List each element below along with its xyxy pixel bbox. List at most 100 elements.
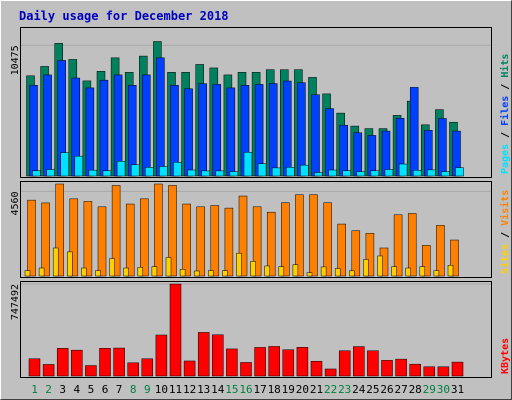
kbytes-bars: 747492 KBytes — [10, 283, 511, 377]
pages-bar — [201, 170, 210, 177]
kbytes-bar — [451, 361, 464, 377]
files-bar — [353, 132, 363, 177]
day-label: 21 — [310, 383, 323, 396]
visits-bar — [281, 202, 290, 277]
kbytes-bar — [71, 349, 83, 377]
kbytes-bar — [226, 348, 238, 377]
day-label: 9 — [144, 383, 151, 396]
visits-bar — [224, 207, 234, 277]
sites-bar — [81, 267, 87, 277]
sites-bar — [433, 270, 440, 277]
pages-bar — [314, 172, 323, 177]
day-label: 3 — [59, 383, 66, 396]
pages-bar — [286, 167, 295, 177]
visits-bar — [365, 233, 375, 277]
sites-bar — [165, 257, 172, 277]
hits-files-pages-bars: 10475 Pages / Files / Hits — [10, 41, 511, 177]
day-label: 22 — [324, 383, 337, 396]
visits-bar — [252, 206, 262, 277]
pages-bar — [102, 170, 112, 177]
files-bar — [297, 82, 306, 177]
files-bar — [409, 87, 419, 177]
visits-bar — [422, 245, 431, 277]
kbytes-bar — [240, 362, 252, 377]
sites-bar — [278, 266, 285, 277]
day-label: 29 — [423, 383, 436, 396]
visits-bar — [97, 206, 107, 277]
kbytes-bar — [212, 334, 224, 377]
files-bar — [127, 85, 137, 177]
kbytes-bar — [197, 332, 210, 377]
pages-bar — [215, 170, 225, 177]
pages-bar — [412, 170, 422, 177]
sites-bar — [377, 255, 383, 277]
day-label: 6 — [102, 383, 109, 396]
kbytes-bar — [423, 366, 436, 377]
visits-bar — [393, 214, 403, 277]
day-label: 23 — [338, 383, 351, 396]
visits-bar — [111, 185, 121, 277]
sites-bar — [137, 267, 144, 277]
files-bar — [325, 108, 334, 177]
sites-bar — [38, 267, 45, 277]
pages-bar — [130, 164, 140, 177]
legend-files: Files — [499, 96, 511, 126]
visits-bar — [83, 201, 93, 277]
sites-bar — [151, 266, 158, 277]
files-bar — [424, 130, 433, 177]
kbytes-bar — [183, 360, 196, 377]
kbytes-bar — [282, 349, 295, 377]
files-bar — [142, 74, 151, 177]
kbytes-legend: KBytes — [500, 338, 511, 374]
kbytes-bar — [85, 365, 97, 377]
kbytes-bar — [254, 347, 266, 377]
sites-bar — [363, 259, 369, 277]
files-bar — [198, 83, 207, 177]
sites-bar — [292, 264, 299, 277]
visits-bar — [351, 230, 361, 277]
day-label: 30 — [437, 383, 450, 396]
legend--: / — [500, 226, 511, 244]
visits-bar — [125, 203, 135, 277]
files-bar — [367, 135, 377, 177]
kbytes-bar — [324, 368, 337, 377]
sites-bar — [109, 258, 115, 277]
sites-bar — [95, 270, 101, 277]
kbytes-bar — [99, 348, 111, 377]
sites-bar — [391, 266, 397, 277]
legend-hits: Hits — [499, 54, 511, 78]
pages-bar — [145, 167, 154, 177]
day-label: 8 — [130, 383, 137, 396]
visits-bar — [41, 202, 50, 277]
visits-bar — [238, 195, 248, 277]
legend--: / — [500, 126, 511, 144]
pages-bar — [88, 169, 98, 177]
day-label: 5 — [88, 383, 95, 396]
files-bar — [283, 80, 292, 177]
visits-bar — [450, 239, 459, 277]
visits-bar — [55, 183, 64, 277]
legend-kbytes: KBytes — [500, 338, 511, 374]
day-label: 24 — [352, 383, 366, 396]
pages-bar — [46, 169, 55, 177]
files-bar — [339, 124, 348, 177]
day-label: 20 — [296, 383, 309, 396]
kbytes-bar — [353, 346, 365, 377]
chart-title: Daily usage for December 2018 — [19, 9, 229, 23]
day-label: 17 — [253, 383, 266, 396]
hits-files-pages-ymax-label: 10475 — [10, 45, 21, 75]
pages-bar — [74, 155, 84, 177]
visits-bar — [69, 198, 79, 277]
pages-bar — [32, 170, 41, 177]
kbytes-bar — [155, 334, 168, 377]
sites-bar — [123, 267, 129, 277]
kbytes-bar — [42, 364, 55, 377]
kbytes-bar — [367, 350, 379, 377]
day-label: 2 — [45, 383, 52, 396]
files-bar — [311, 94, 320, 177]
day-label: 28 — [409, 383, 422, 396]
kbytes-bar — [28, 358, 41, 377]
visits-bar — [309, 194, 318, 277]
